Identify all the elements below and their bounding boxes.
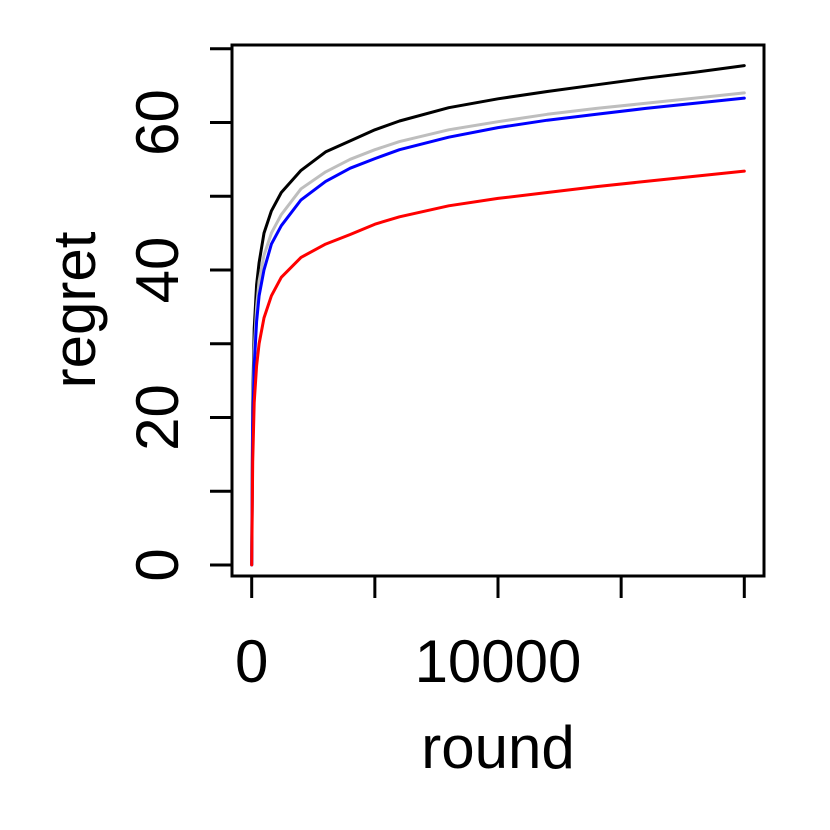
- series-lines: [250, 64, 746, 567]
- plot-frame: [230, 43, 766, 578]
- x-axis-label: round: [421, 714, 574, 781]
- y-tick-label: 60: [124, 89, 191, 156]
- series-line-2: [250, 91, 746, 567]
- series-line-1: [250, 64, 746, 567]
- x-tick-label: 0: [235, 628, 268, 695]
- y-tick-label: 20: [124, 384, 191, 451]
- x-axis: 0 10000: [235, 576, 746, 695]
- series-line-4: [250, 169, 746, 567]
- y-axis: 0 20 40 60: [124, 47, 232, 582]
- y-tick-label: 40: [124, 237, 191, 304]
- series-line-3: [250, 96, 746, 567]
- y-tick-label: 0: [124, 548, 191, 581]
- x-tick-label: 10000: [415, 628, 582, 695]
- y-axis-label: regret: [41, 231, 108, 388]
